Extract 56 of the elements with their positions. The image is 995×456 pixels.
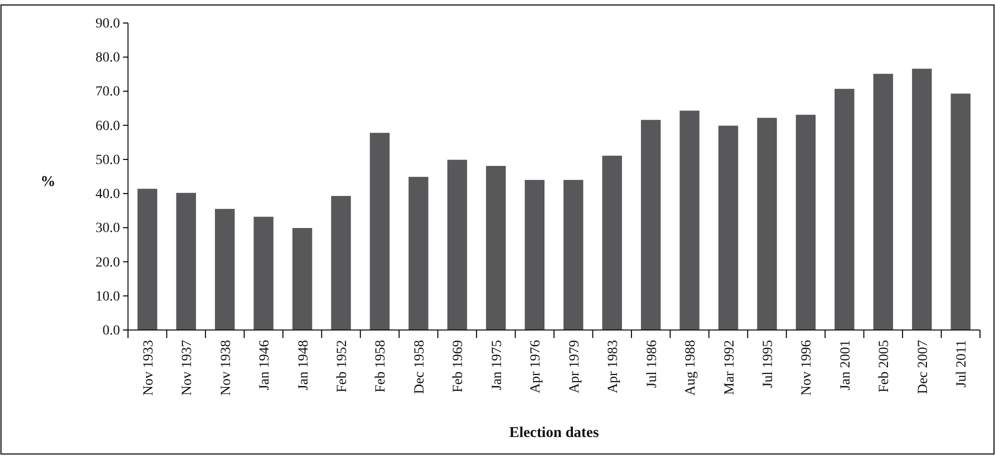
bar [834,88,854,330]
x-tick-label: Jan 2001 [838,340,854,390]
bar [408,176,428,330]
bar [796,114,816,330]
y-tick-label: 80.0 [96,50,120,66]
bar [563,180,584,330]
x-tick-label: Dec 2007 [916,340,931,394]
y-tick-label: 30.0 [96,221,120,236]
bar [214,208,235,330]
x-axis-title: Election dates [509,425,599,441]
x-tick-label: Apr 1976 [528,340,544,394]
bar [680,110,700,330]
bar [370,132,390,330]
y-axis-title: % [40,174,56,190]
bar [292,228,312,330]
bar [447,160,468,330]
y-tick-label: 10.0 [96,289,120,304]
x-tick-label: Dec 1958 [412,340,428,394]
x-tick-label: Apr 1979 [567,340,582,394]
x-tick-label: Nov 1938 [218,340,234,396]
x-tick-label: Jul 2011 [954,340,970,388]
bar [331,196,351,330]
x-tick-label: Nov 1996 [800,340,815,396]
x-tick-label: Apr 1983 [606,340,622,394]
y-tick-label: 60.0 [96,118,120,134]
bar [640,120,661,330]
x-tick-label: Feb 1952 [335,340,350,392]
y-tick-label: 70.0 [96,84,120,100]
y-tick-label: 50.0 [96,152,120,168]
bar [950,94,971,330]
bar [912,68,932,330]
x-tick-label: Feb 2005 [877,340,892,392]
x-tick-label: Jul 1986 [644,340,660,388]
y-tick-label: 90.0 [96,16,120,32]
y-tick-label: 40.0 [96,187,120,202]
y-tick-label: 20.0 [96,255,120,270]
x-tick-label: Mar 1992 [722,340,738,395]
x-tick-label: Feb 1958 [374,340,389,392]
bar [176,192,196,330]
x-tick-label: Jan 1975 [490,340,505,390]
bar [757,118,777,330]
x-tick-label: Nov 1937 [180,340,196,396]
x-tick-label: Jan 1948 [296,340,312,390]
x-tick-label: Jul 1995 [761,340,776,388]
bar [137,188,158,330]
bar [524,180,545,330]
bar [718,126,738,330]
x-tick-label: Aug 1988 [684,340,699,396]
x-tick-label: Jan 1946 [258,340,273,390]
bar [873,74,894,330]
bar [486,166,506,330]
x-tick-label: Feb 1969 [451,340,466,392]
x-tick-label: Nov 1933 [141,340,156,396]
bar [602,156,622,330]
y-tick-label: 0.0 [102,323,120,338]
bar [254,216,274,330]
